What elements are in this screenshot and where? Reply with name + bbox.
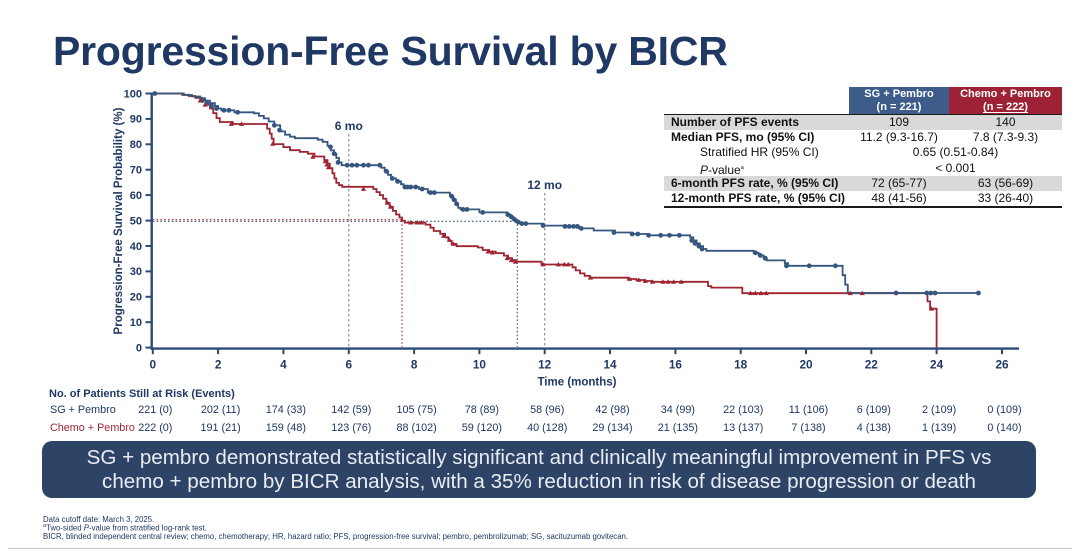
svg-text:6: 6	[346, 358, 353, 372]
svg-text:22: 22	[865, 358, 879, 372]
svg-text:8: 8	[411, 358, 418, 372]
svg-text:14: 14	[603, 358, 617, 372]
svg-text:100: 100	[124, 88, 142, 100]
svg-text:40: 40	[130, 241, 142, 253]
svg-text:90: 90	[130, 114, 142, 126]
svg-text:4: 4	[280, 358, 287, 372]
svg-text:12 mo: 12 mo	[527, 178, 562, 192]
svg-text:60: 60	[130, 190, 142, 202]
svg-text:Progression-Free Survival Prob: Progression-Free Survival Probability (%…	[113, 107, 125, 334]
svg-text:70: 70	[130, 165, 142, 177]
svg-text:16: 16	[669, 358, 683, 372]
svg-text:10: 10	[130, 317, 142, 329]
svg-text:18: 18	[734, 358, 748, 372]
svg-text:Time (months): Time (months)	[537, 377, 616, 389]
svg-text:2: 2	[215, 358, 222, 372]
svg-text:80: 80	[130, 139, 142, 151]
svg-text:26: 26	[995, 358, 1009, 372]
svg-text:0: 0	[136, 342, 142, 354]
svg-text:0: 0	[150, 358, 157, 372]
svg-text:6 mo: 6 mo	[335, 119, 363, 133]
svg-text:30: 30	[130, 266, 142, 278]
svg-text:20: 20	[799, 358, 813, 372]
svg-text:50: 50	[130, 215, 142, 227]
svg-text:12: 12	[538, 358, 552, 372]
svg-text:20: 20	[130, 292, 142, 304]
svg-text:24: 24	[930, 358, 944, 372]
svg-text:10: 10	[473, 358, 487, 372]
